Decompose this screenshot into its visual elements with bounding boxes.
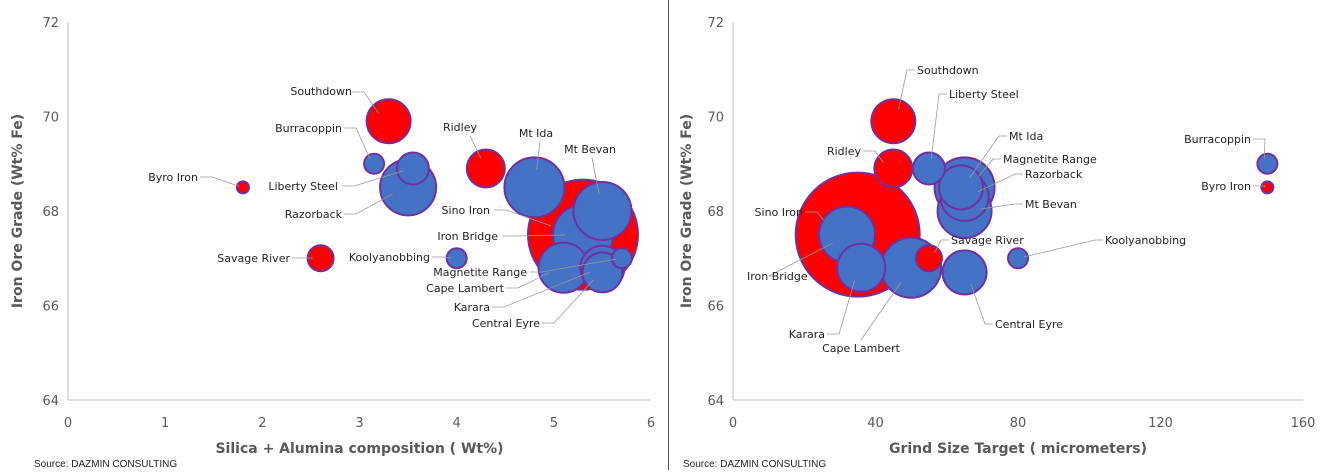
data-label-byro-iron: Byro Iron: [148, 171, 198, 184]
bubble-byro-iron[interactable]: [1261, 181, 1273, 193]
data-label-liberty-steel: Liberty Steel: [268, 180, 338, 193]
bubble-mt-bevan[interactable]: [573, 182, 631, 240]
y-tick-label: 70: [42, 111, 59, 126]
x-tick-label: 3: [355, 416, 363, 431]
data-label-cape-lambert: Cape Lambert: [426, 282, 505, 295]
bubble-burracoppin[interactable]: [364, 154, 384, 174]
y-tick-label: 72: [42, 16, 59, 31]
y-tick-label: 64: [707, 394, 724, 409]
data-label-sino-iron: Sino Iron: [442, 204, 490, 217]
data-label-razorback: Razorback: [285, 208, 343, 221]
leader-line-byro-iron: [200, 177, 239, 187]
y-axis-title: Iron Ore Grade (Wt% Fe): [679, 114, 695, 308]
y-tick-label: 66: [42, 300, 59, 315]
leader-line-koolyanobbing: [1024, 240, 1103, 257]
x-tick-label: 80: [1010, 416, 1027, 431]
bubble-liberty-steel[interactable]: [913, 152, 945, 184]
bubble-karara[interactable]: [837, 244, 885, 292]
y-tick-label: 68: [42, 205, 59, 220]
x-tick-label: 4: [453, 416, 461, 431]
data-label-southdown: Southdown: [917, 64, 979, 77]
x-tick-label: 2: [258, 416, 266, 431]
chart-panel-left: 64 66 68 70 72 0 1 2 3 4 5 6 Silica + Alumina compos…: [0, 0, 668, 470]
x-tick-label: 0: [729, 416, 737, 431]
leader-line-burracoppin: [344, 128, 370, 159]
data-label-mt-bevan: Mt Bevan: [564, 143, 616, 156]
data-label-koolyanobbing: Koolyanobbing: [1105, 234, 1186, 247]
data-label-mt-bevan: Mt Bevan: [1025, 198, 1077, 211]
data-label-karara: Karara: [789, 328, 825, 341]
data-label-southdown: Southdown: [290, 85, 352, 98]
y-tick-label: 64: [42, 394, 59, 409]
y-tick-label: 72: [707, 16, 724, 31]
data-label-cape-lambert: Cape Lambert: [822, 342, 901, 355]
x-tick-label: 40: [867, 416, 884, 431]
data-label-burracoppin: Burracoppin: [275, 122, 342, 135]
bubble-mt-ida[interactable]: [504, 157, 564, 217]
source-note: Source: DAZMIN CONSULTING: [683, 459, 826, 470]
data-label-burracoppin: Burracoppin: [1184, 133, 1251, 146]
y-axis-title: Iron Ore Grade (Wt% Fe): [10, 114, 26, 308]
y-tick-label: 68: [707, 205, 724, 220]
data-label-liberty-steel: Liberty Steel: [949, 88, 1019, 101]
leader-line-liberty-steel: [931, 94, 947, 159]
data-label-mt-ida: Mt Ida: [519, 127, 553, 140]
data-label-mt-ida: Mt Ida: [1009, 130, 1043, 143]
y-tick-label: 70: [707, 111, 724, 126]
x-tick-label: 160: [1291, 416, 1316, 431]
data-label-iron-bridge: Iron Bridge: [437, 230, 498, 243]
x-tick-label: 5: [550, 416, 558, 431]
x-tick-label: 6: [647, 416, 655, 431]
y-tick-label: 66: [707, 300, 724, 315]
bubble-liberty-steel[interactable]: [397, 152, 429, 184]
data-label-savage-river: Savage River: [951, 234, 1024, 247]
x-axis-title: Silica + Alumina composition ( Wt%): [215, 441, 503, 457]
x-axis-title: Grind Size Target ( micrometers): [889, 441, 1147, 457]
bubble-ridley[interactable]: [467, 149, 505, 187]
chart-panel-right: 64 66 68 70 72 0 40 80 120 160 Grind Size Target (…: [669, 0, 1330, 470]
bubble-magnetite-range[interactable]: [612, 248, 632, 268]
data-label-central-eyre: Central Eyre: [472, 317, 540, 330]
data-label-karara: Karara: [454, 301, 490, 314]
bubble-ridley[interactable]: [874, 149, 912, 187]
data-label-savage-river: Savage River: [217, 252, 290, 265]
x-tick-label: 1: [161, 416, 169, 431]
bubble-savage-river[interactable]: [916, 245, 942, 271]
bubble-koolyanobbing[interactable]: [1008, 248, 1028, 268]
x-tick-label: 120: [1148, 416, 1173, 431]
bubble-southdown[interactable]: [871, 99, 915, 143]
data-label-ridley: Ridley: [443, 121, 478, 134]
bubble-central-eyre[interactable]: [943, 250, 987, 294]
data-label-byro-iron: Byro Iron: [1201, 180, 1251, 193]
data-label-magnetite-range: Magnetite Range: [1003, 153, 1097, 166]
data-label-ridley: Ridley: [827, 145, 862, 158]
data-label-koolyanobbing: Koolyanobbing: [349, 251, 430, 264]
bubble-chart-silica-alumina: 64 66 68 70 72 0 1 2 3 4 5 6 Silica + Alumina compos…: [0, 0, 668, 470]
data-label-razorback: Razorback: [1025, 168, 1083, 181]
source-note: Source: DAZMIN CONSULTING: [34, 459, 177, 470]
bubble-burracoppin[interactable]: [1257, 154, 1277, 174]
data-label-central-eyre: Central Eyre: [995, 318, 1063, 331]
bubble-byro-iron[interactable]: [237, 181, 249, 193]
data-label-iron-bridge: Iron Bridge: [747, 270, 808, 283]
bubble-mt-ida[interactable]: [939, 165, 983, 209]
x-tick-label: 0: [64, 416, 72, 431]
data-label-magnetite-range: Magnetite Range: [433, 266, 527, 279]
data-label-sino-iron: Sino Iron: [755, 206, 803, 219]
bubble-chart-grind-size: 64 66 68 70 72 0 40 80 120 160 Grind Size Target (…: [669, 0, 1330, 470]
